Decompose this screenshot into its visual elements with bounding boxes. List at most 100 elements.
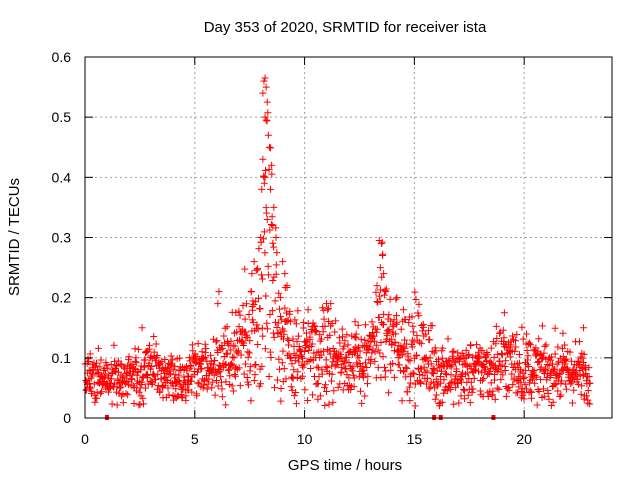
- data-point: [276, 294, 284, 302]
- data-point: [408, 343, 416, 351]
- data-point: [393, 294, 401, 302]
- data-point: [348, 332, 356, 340]
- data-point: [334, 361, 342, 369]
- data-point: [558, 345, 566, 353]
- data-point: [232, 372, 240, 380]
- data-point: [227, 337, 235, 345]
- data-point: [377, 240, 385, 248]
- data-point: [259, 89, 267, 97]
- data-point: [478, 369, 486, 377]
- data-point: [221, 324, 229, 332]
- data-point: [492, 340, 500, 348]
- data-point: [301, 386, 309, 394]
- data-point: [336, 339, 344, 347]
- x-tick-label: 15: [407, 431, 423, 447]
- data-point: [182, 392, 190, 400]
- data-point: [417, 379, 425, 387]
- data-point: [247, 397, 255, 405]
- data-point: [275, 355, 283, 363]
- data-point: [558, 377, 566, 385]
- data-point: [297, 351, 305, 359]
- data-point: [352, 330, 360, 338]
- data-point: [169, 356, 177, 364]
- data-point: [116, 360, 124, 368]
- data-point: [236, 382, 244, 390]
- data-point: [167, 352, 175, 360]
- data-point: [170, 374, 178, 382]
- data-point: [131, 357, 139, 365]
- data-point: [350, 374, 358, 382]
- data-point: [233, 348, 241, 356]
- data-point: [320, 315, 328, 323]
- data-point: [348, 367, 356, 375]
- data-point: [406, 379, 414, 387]
- data-point: [175, 367, 183, 375]
- data-point: [324, 304, 332, 312]
- data-point: [278, 359, 286, 367]
- data-point: [309, 391, 317, 399]
- data-point: [439, 344, 447, 352]
- data-point: [258, 324, 266, 332]
- data-point: [517, 366, 525, 374]
- data-point: [290, 366, 298, 374]
- data-point: [426, 336, 434, 344]
- data-point: [259, 332, 267, 340]
- data-point: [174, 392, 182, 400]
- data-point: [490, 353, 498, 361]
- data-point: [577, 390, 585, 398]
- data-point: [522, 367, 530, 375]
- data-point: [457, 392, 465, 400]
- data-point: [534, 358, 542, 366]
- data-point: [265, 143, 273, 151]
- data-point: [374, 346, 382, 354]
- data-point: [513, 331, 521, 339]
- data-point: [401, 316, 409, 324]
- data-point: [251, 361, 259, 369]
- data-point: [531, 372, 539, 380]
- data-point: [257, 271, 265, 279]
- data-point: [296, 347, 304, 355]
- data-point: [547, 356, 555, 364]
- data-point: [391, 338, 399, 346]
- data-point: [530, 367, 538, 375]
- data-point: [293, 374, 301, 382]
- data-point: [305, 347, 313, 355]
- data-point: [285, 336, 293, 344]
- data-point: [473, 358, 481, 366]
- data-point: [313, 363, 321, 371]
- data-point: [452, 372, 460, 380]
- data-point: [262, 167, 270, 175]
- data-point: [154, 370, 162, 378]
- data-point: [359, 363, 367, 371]
- data-point: [392, 295, 400, 303]
- data-point: [484, 393, 492, 401]
- data-point: [551, 365, 559, 373]
- data-point: [295, 358, 303, 366]
- x-tick-label: 0: [81, 431, 89, 447]
- data-point: [405, 319, 413, 327]
- data-point: [211, 357, 219, 365]
- data-point: [272, 261, 280, 269]
- y-tick-label: 0.3: [52, 230, 72, 246]
- data-point: [263, 215, 271, 223]
- data-point: [294, 307, 302, 315]
- data-point: [472, 362, 480, 370]
- data-point: [230, 354, 238, 362]
- data-point: [310, 322, 318, 330]
- data-point: [304, 396, 312, 404]
- data-point: [304, 306, 312, 314]
- data-point: [370, 337, 378, 345]
- data-point: [104, 374, 112, 382]
- data-point: [302, 342, 310, 350]
- data-point: [377, 286, 385, 294]
- data-point: [486, 368, 494, 376]
- data-point: [423, 374, 431, 382]
- data-point: [495, 329, 503, 337]
- data-point: [422, 380, 430, 388]
- data-point: [289, 374, 297, 382]
- data-point: [209, 378, 217, 386]
- data-point: [307, 365, 315, 373]
- data-point: [557, 391, 565, 399]
- data-point: [329, 398, 337, 406]
- data-point: [277, 312, 285, 320]
